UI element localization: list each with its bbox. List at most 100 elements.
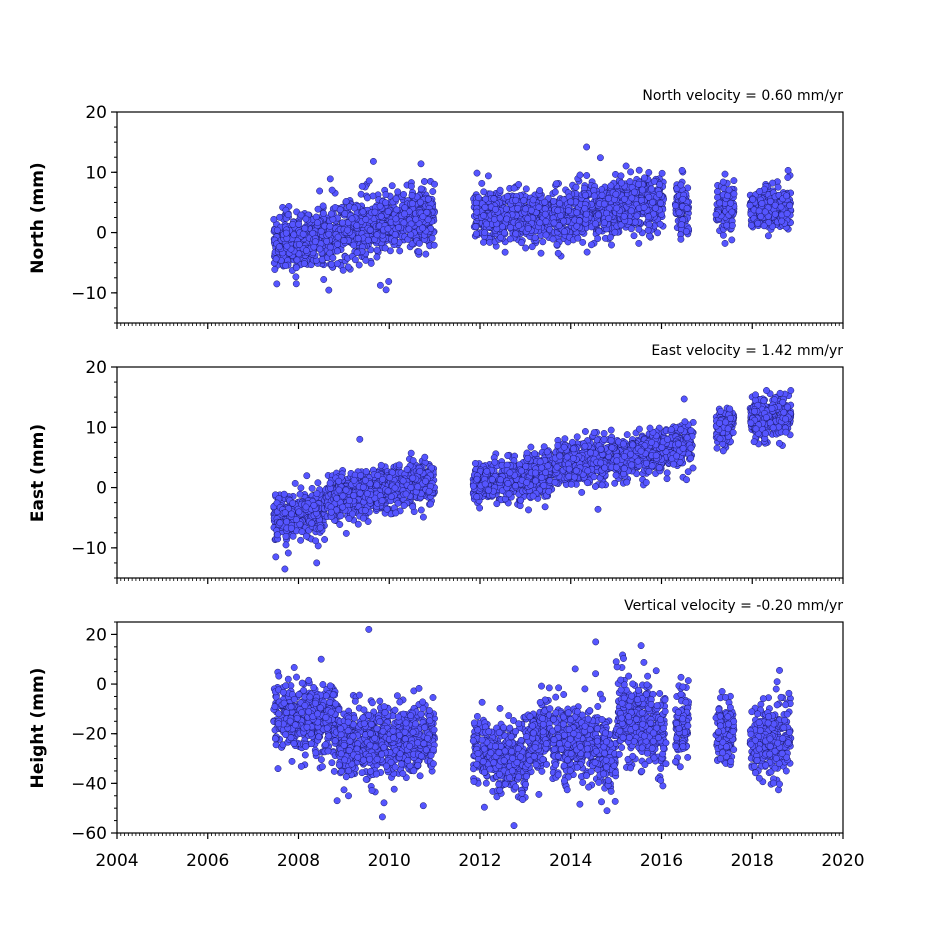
data-point	[596, 154, 604, 162]
data-point	[384, 225, 392, 233]
data-point	[361, 476, 369, 484]
data-point	[351, 256, 359, 264]
data-point	[395, 461, 403, 469]
data-point	[326, 243, 334, 251]
data-point	[373, 253, 381, 261]
y-tick-label: −10	[71, 284, 107, 304]
data-point	[528, 243, 536, 251]
data-point	[289, 532, 297, 540]
data-point	[644, 226, 652, 234]
data-point	[515, 221, 523, 229]
data-point	[339, 492, 347, 500]
data-point	[420, 178, 428, 185]
data-point	[345, 497, 353, 504]
data-point	[771, 210, 779, 218]
data-point	[295, 220, 303, 228]
data-point	[399, 477, 407, 485]
north-ylabel: North (mm)	[28, 162, 48, 273]
data-point	[679, 195, 687, 203]
data-point	[275, 243, 283, 251]
data-point	[654, 229, 662, 237]
data-point	[525, 506, 532, 514]
data-point	[721, 239, 729, 247]
data-point	[505, 490, 513, 498]
data-point	[356, 489, 364, 497]
data-point	[365, 177, 373, 185]
data-point	[328, 260, 336, 268]
data-point	[541, 198, 549, 206]
data-point	[319, 209, 327, 217]
data-point	[527, 443, 535, 451]
data-point	[786, 202, 794, 209]
data-point	[600, 200, 608, 208]
data-point	[725, 186, 733, 194]
data-point	[353, 249, 361, 257]
data-point	[542, 217, 550, 225]
data-point	[430, 241, 438, 249]
data-point	[342, 529, 350, 537]
data-point	[408, 200, 416, 208]
data-point	[506, 224, 514, 231]
data-point	[784, 166, 792, 174]
data-point	[635, 239, 643, 247]
data-point	[405, 225, 413, 233]
data-point	[517, 496, 525, 504]
data-point	[481, 203, 489, 211]
data-point	[480, 238, 487, 246]
data-point	[283, 518, 291, 526]
data-point	[554, 207, 562, 214]
data-point	[540, 482, 548, 489]
data-point	[472, 223, 480, 231]
data-point	[376, 202, 384, 210]
data-point	[359, 483, 367, 491]
data-point	[367, 259, 375, 267]
data-point	[476, 504, 484, 512]
data-point	[314, 219, 321, 227]
data-point	[472, 230, 480, 238]
data-point	[617, 172, 625, 180]
data-point	[529, 196, 537, 204]
data-point	[400, 502, 408, 509]
east-velocity-title: East velocity = 1.42 mm/yr	[651, 343, 843, 359]
data-point	[652, 204, 660, 212]
data-point	[302, 247, 310, 255]
data-point	[575, 217, 583, 225]
data-point	[335, 477, 343, 485]
data-point	[407, 449, 415, 457]
data-point	[518, 239, 525, 247]
data-point	[590, 192, 598, 200]
data-point	[333, 260, 341, 268]
data-point	[327, 210, 335, 218]
data-point	[415, 239, 423, 247]
data-point	[297, 211, 305, 219]
data-point	[327, 508, 335, 516]
data-point	[310, 501, 318, 509]
data-point	[760, 222, 768, 230]
data-point	[630, 232, 638, 240]
data-point	[572, 183, 580, 191]
data-point	[641, 174, 648, 182]
data-point	[553, 241, 561, 249]
data-point	[567, 198, 575, 206]
data-point	[393, 206, 401, 214]
data-point	[628, 194, 636, 202]
data-point	[386, 474, 394, 482]
data-point	[383, 505, 391, 513]
data-point	[784, 174, 792, 181]
data-point	[292, 516, 300, 524]
data-point	[645, 213, 652, 221]
data-point	[635, 166, 643, 174]
data-point	[392, 509, 400, 517]
data-point	[394, 499, 402, 507]
data-point	[394, 188, 402, 196]
data-point	[496, 186, 504, 194]
data-point	[645, 169, 653, 176]
data-point	[359, 208, 367, 216]
data-point	[323, 237, 331, 245]
data-point	[335, 486, 343, 494]
data-point	[283, 242, 291, 250]
data-point	[492, 205, 499, 213]
data-point	[391, 231, 399, 239]
data-point	[296, 490, 304, 498]
